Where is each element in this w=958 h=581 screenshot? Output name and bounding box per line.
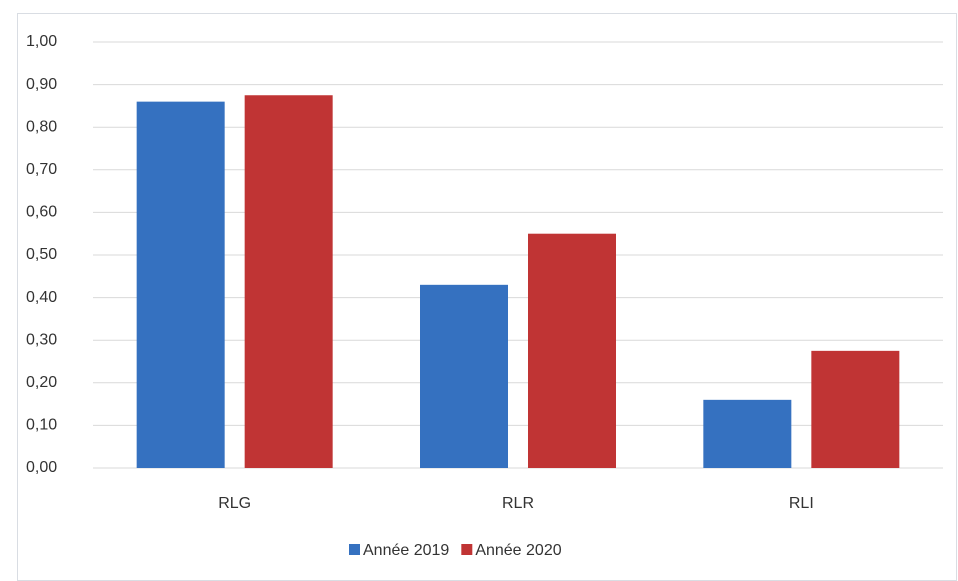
- bar: [244, 95, 333, 468]
- y-tick-label: 0,60: [26, 204, 57, 221]
- bar: [703, 399, 792, 468]
- bar: [528, 233, 616, 468]
- y-tick-label: 1,00: [26, 33, 57, 50]
- y-tick-label: 0,80: [26, 118, 57, 135]
- bar: [811, 350, 900, 468]
- bar: [136, 101, 225, 468]
- legend-label: Année 2019: [363, 542, 449, 559]
- y-tick-label: 0,70: [26, 161, 57, 178]
- y-tick-label: 0,00: [26, 459, 57, 476]
- y-tick-label: 0,90: [26, 76, 57, 93]
- y-tick-label: 0,30: [26, 331, 57, 348]
- y-tick-label: 0,50: [26, 246, 57, 263]
- x-tick-label: RLI: [789, 495, 814, 512]
- x-tick-label: RLG: [218, 495, 251, 512]
- bar: [420, 284, 508, 468]
- legend-swatch: [349, 544, 360, 555]
- legend-label: Année 2020: [475, 542, 561, 559]
- y-tick-label: 0,20: [26, 374, 57, 391]
- y-tick-label: 0,10: [26, 417, 57, 434]
- y-tick-label: 0,40: [26, 289, 57, 306]
- x-tick-label: RLR: [502, 495, 534, 512]
- legend-swatch: [461, 544, 473, 555]
